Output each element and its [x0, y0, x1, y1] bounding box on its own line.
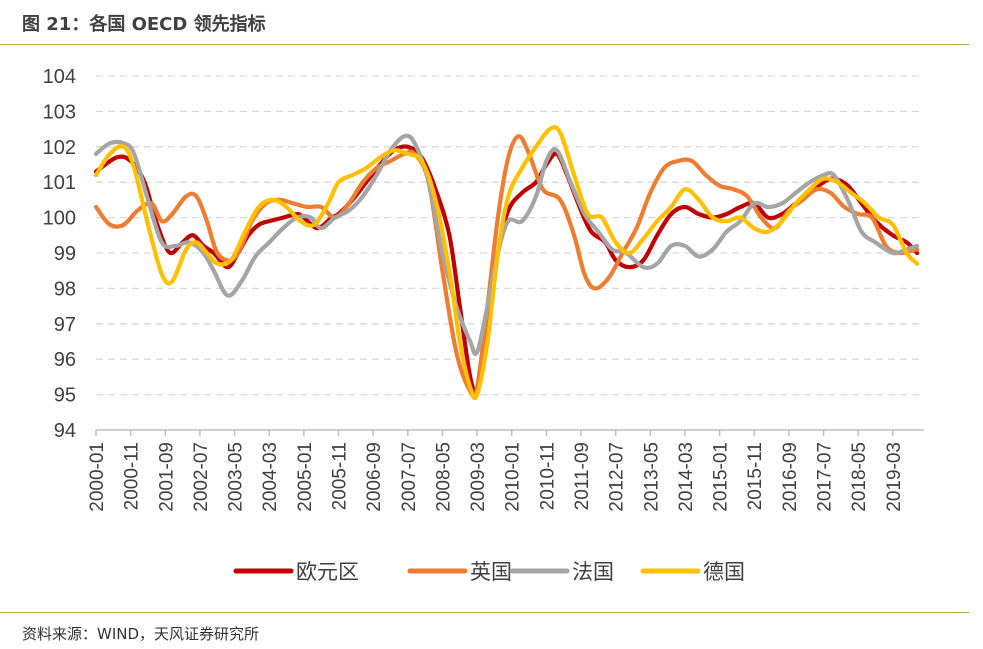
x-tick-label: 2018-05 — [849, 442, 870, 512]
legend-label-0: 欧元区 — [296, 560, 359, 584]
x-tick-label: 2004-03 — [260, 442, 281, 512]
y-tick-label: 98 — [54, 278, 76, 300]
y-tick-label: 104 — [43, 66, 76, 88]
x-tick-label: 2009-03 — [468, 442, 489, 512]
x-tick-label: 2014-03 — [676, 442, 697, 512]
x-tick-label: 2006-09 — [364, 442, 385, 512]
x-tick-label: 2000-11 — [122, 442, 143, 510]
y-tick-label: 103 — [43, 101, 76, 123]
x-tick-label: 2003-05 — [226, 442, 247, 512]
y-tick-label: 99 — [54, 243, 76, 265]
x-tick-label: 2001-09 — [156, 442, 177, 512]
y-tick-label: 94 — [54, 420, 76, 442]
x-axis: 2000-01 2000-11 2001-09 2002-07 2003-05 2004-… — [87, 429, 924, 512]
x-tick-label: 2010-01 — [503, 442, 524, 512]
bottom-divider — [0, 612, 969, 613]
chart-series — [93, 125, 920, 401]
x-tick-label: 2007-07 — [399, 442, 420, 512]
x-tick-label: 2019-03 — [884, 442, 905, 512]
chart-legend: 欧元区 英国 法国 德国 — [233, 560, 745, 584]
y-tick-label: 96 — [54, 349, 76, 371]
x-tick-label: 2005-11 — [330, 442, 351, 510]
y-tick-label: 95 — [54, 385, 76, 407]
x-tick-label: 2002-07 — [191, 442, 212, 512]
y-axis: 94 95 96 97 98 99 100 101 102 103 104 — [43, 66, 76, 442]
series-line-0 — [93, 144, 920, 394]
y-tick-label: 100 — [43, 208, 76, 230]
x-tick-label: 2016-09 — [780, 442, 801, 512]
x-tick-label: 2017-07 — [815, 442, 836, 512]
x-tick-label: 2015-01 — [711, 442, 732, 512]
x-tick-label: 2011-09 — [572, 442, 593, 510]
x-tick-label: 2012-07 — [607, 442, 628, 512]
source-note: 资料来源：WIND，天风证券研究所 — [22, 625, 260, 643]
y-tick-label: 97 — [54, 314, 76, 336]
chart-grid — [96, 75, 924, 396]
series-line-1 — [93, 134, 920, 399]
x-tick-label: 2005-01 — [295, 442, 316, 512]
y-tick-label: 102 — [43, 137, 76, 159]
series-line-3 — [93, 125, 920, 401]
top-divider — [0, 44, 969, 45]
y-tick-label: 101 — [43, 172, 76, 194]
x-tick-label: 2000-01 — [87, 442, 108, 512]
legend-label-2: 法国 — [572, 560, 614, 584]
legend-label-3: 德国 — [703, 560, 745, 584]
legend-label-1: 英国 — [470, 560, 512, 584]
page-title: 图 21：各国 OECD 领先指标 — [22, 14, 266, 35]
x-tick-label: 2015-11 — [745, 442, 766, 510]
x-tick-label: 2008-05 — [433, 442, 454, 512]
x-tick-label: 2010-11 — [537, 442, 558, 510]
x-tick-label: 2013-05 — [641, 442, 662, 512]
